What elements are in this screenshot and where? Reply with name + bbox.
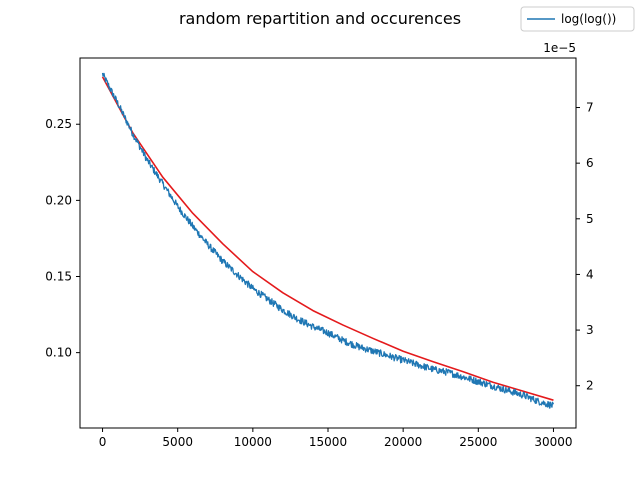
y-right-tick-label: 2	[586, 379, 594, 393]
plot-frame	[79, 57, 577, 429]
legend-frame	[520, 6, 635, 32]
y-left-tick-label: 0.10	[45, 346, 72, 360]
x-tick-label: 25000	[459, 435, 497, 449]
y-right-tick-label: 6	[586, 156, 594, 170]
y-left-tick-label: 0.20	[45, 193, 72, 207]
x-tick-label: 5000	[162, 435, 193, 449]
legend-label: log(log())	[561, 12, 616, 26]
y-right-tick-label: 7	[586, 101, 594, 115]
series-line-blue	[101, 72, 555, 409]
x-tick-label: 30000	[534, 435, 572, 449]
y-left-tick-label: 0.25	[45, 117, 72, 131]
legend: log(log())	[520, 6, 635, 32]
y-axis-right: 2 3 4 5 6 7	[576, 101, 594, 393]
y-right-tick-label: 4	[586, 267, 594, 281]
x-tick-label: 0	[99, 435, 107, 449]
x-axis: 0 5000 10000 15000 20000 25000 30000	[99, 428, 573, 449]
y-right-tick-label: 3	[586, 323, 594, 337]
right-axis-offset-label: 1e−5	[543, 41, 576, 55]
series-line-red	[101, 76, 554, 401]
chart-title: random repartition and occurences	[179, 9, 461, 28]
y-axis-left: 0.10 0.15 0.20 0.25	[45, 117, 80, 360]
x-tick-label: 15000	[309, 435, 347, 449]
y-left-tick-label: 0.15	[45, 269, 72, 283]
x-tick-label: 20000	[384, 435, 422, 449]
x-tick-label: 10000	[234, 435, 272, 449]
y-right-tick-label: 5	[586, 212, 594, 226]
plot-area	[101, 72, 555, 409]
